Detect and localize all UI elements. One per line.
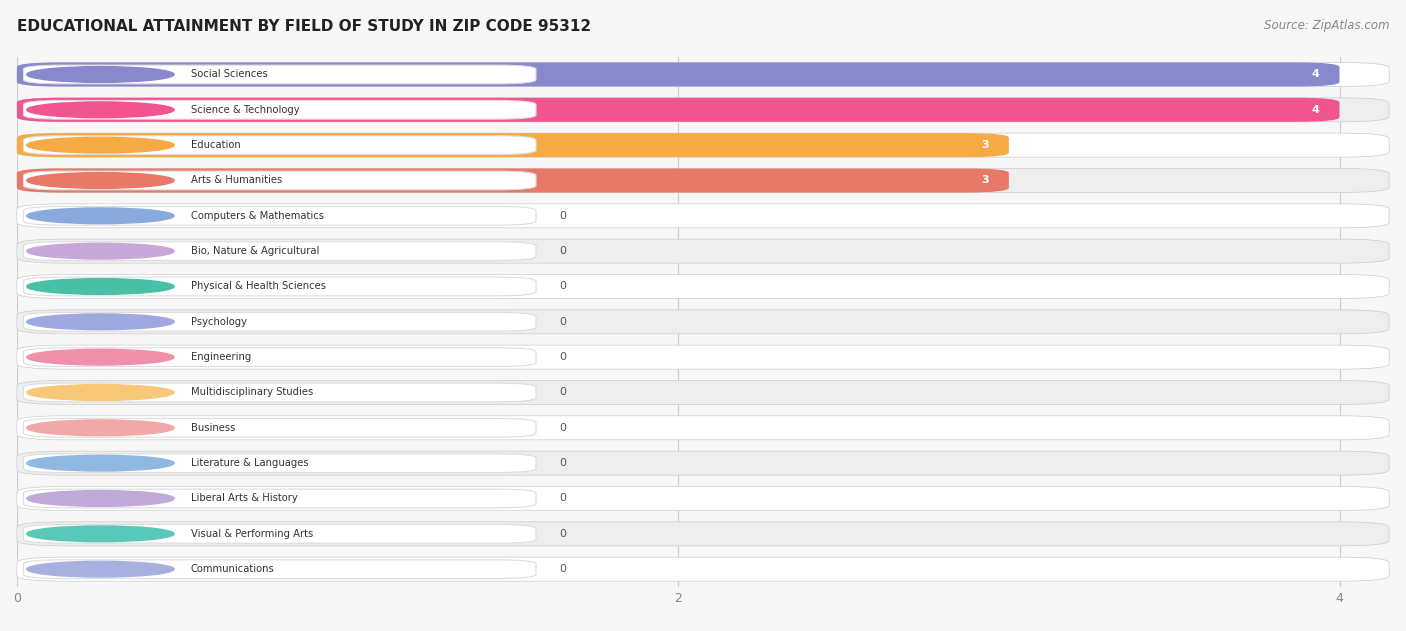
Circle shape (27, 173, 174, 188)
Text: 4: 4 (1312, 69, 1320, 80)
FancyBboxPatch shape (17, 133, 1389, 157)
Text: 0: 0 (560, 529, 567, 539)
FancyBboxPatch shape (24, 524, 536, 543)
Text: 3: 3 (981, 140, 988, 150)
Text: 0: 0 (560, 352, 567, 362)
FancyBboxPatch shape (24, 136, 536, 155)
Circle shape (27, 244, 174, 259)
FancyBboxPatch shape (24, 312, 536, 331)
FancyBboxPatch shape (24, 277, 536, 296)
FancyBboxPatch shape (17, 416, 1389, 440)
Circle shape (27, 138, 174, 153)
Circle shape (27, 420, 174, 435)
Circle shape (27, 279, 174, 294)
Text: 0: 0 (560, 317, 567, 327)
FancyBboxPatch shape (17, 62, 1340, 86)
FancyBboxPatch shape (24, 206, 536, 225)
Text: Business: Business (191, 423, 235, 433)
Circle shape (27, 208, 174, 223)
Text: 0: 0 (560, 493, 567, 504)
Text: Communications: Communications (191, 564, 274, 574)
Circle shape (27, 385, 174, 400)
Text: EDUCATIONAL ATTAINMENT BY FIELD OF STUDY IN ZIP CODE 95312: EDUCATIONAL ATTAINMENT BY FIELD OF STUDY… (17, 19, 591, 34)
Text: Literature & Languages: Literature & Languages (191, 458, 308, 468)
FancyBboxPatch shape (24, 560, 536, 579)
FancyBboxPatch shape (24, 100, 536, 119)
FancyBboxPatch shape (17, 522, 1389, 546)
Circle shape (27, 562, 174, 577)
Text: 0: 0 (560, 423, 567, 433)
Text: Physical & Health Sciences: Physical & Health Sciences (191, 281, 326, 292)
FancyBboxPatch shape (17, 204, 1389, 228)
FancyBboxPatch shape (24, 418, 536, 437)
Text: 0: 0 (560, 564, 567, 574)
FancyBboxPatch shape (17, 98, 1340, 122)
Circle shape (27, 67, 174, 82)
Text: Psychology: Psychology (191, 317, 246, 327)
Text: Source: ZipAtlas.com: Source: ZipAtlas.com (1264, 19, 1389, 32)
Text: Education: Education (191, 140, 240, 150)
Text: 4: 4 (1312, 105, 1320, 115)
FancyBboxPatch shape (17, 274, 1389, 298)
FancyBboxPatch shape (24, 348, 536, 367)
Text: Science & Technology: Science & Technology (191, 105, 299, 115)
Text: Visual & Performing Arts: Visual & Performing Arts (191, 529, 314, 539)
Text: 0: 0 (560, 211, 567, 221)
Text: Bio, Nature & Agricultural: Bio, Nature & Agricultural (191, 246, 319, 256)
FancyBboxPatch shape (17, 487, 1389, 510)
Circle shape (27, 456, 174, 471)
FancyBboxPatch shape (24, 383, 536, 402)
FancyBboxPatch shape (17, 133, 1010, 157)
Text: 0: 0 (560, 458, 567, 468)
Circle shape (27, 526, 174, 541)
FancyBboxPatch shape (17, 345, 1389, 369)
FancyBboxPatch shape (24, 65, 536, 84)
Text: Computers & Mathematics: Computers & Mathematics (191, 211, 323, 221)
Circle shape (27, 350, 174, 365)
Text: 0: 0 (560, 246, 567, 256)
FancyBboxPatch shape (17, 380, 1389, 404)
FancyBboxPatch shape (17, 557, 1389, 581)
Text: 0: 0 (560, 281, 567, 292)
FancyBboxPatch shape (17, 451, 1389, 475)
FancyBboxPatch shape (17, 168, 1389, 192)
Text: Multidisciplinary Studies: Multidisciplinary Studies (191, 387, 314, 398)
FancyBboxPatch shape (24, 171, 536, 190)
Circle shape (27, 102, 174, 117)
FancyBboxPatch shape (17, 239, 1389, 263)
Text: 0: 0 (560, 387, 567, 398)
Text: Liberal Arts & History: Liberal Arts & History (191, 493, 298, 504)
Circle shape (27, 491, 174, 506)
FancyBboxPatch shape (17, 98, 1389, 122)
Text: 3: 3 (981, 175, 988, 186)
FancyBboxPatch shape (17, 62, 1389, 86)
FancyBboxPatch shape (24, 242, 536, 261)
Circle shape (27, 314, 174, 329)
Text: Engineering: Engineering (191, 352, 250, 362)
FancyBboxPatch shape (24, 489, 536, 508)
FancyBboxPatch shape (17, 310, 1389, 334)
Text: Social Sciences: Social Sciences (191, 69, 267, 80)
FancyBboxPatch shape (24, 454, 536, 473)
Text: Arts & Humanities: Arts & Humanities (191, 175, 281, 186)
FancyBboxPatch shape (17, 168, 1010, 192)
